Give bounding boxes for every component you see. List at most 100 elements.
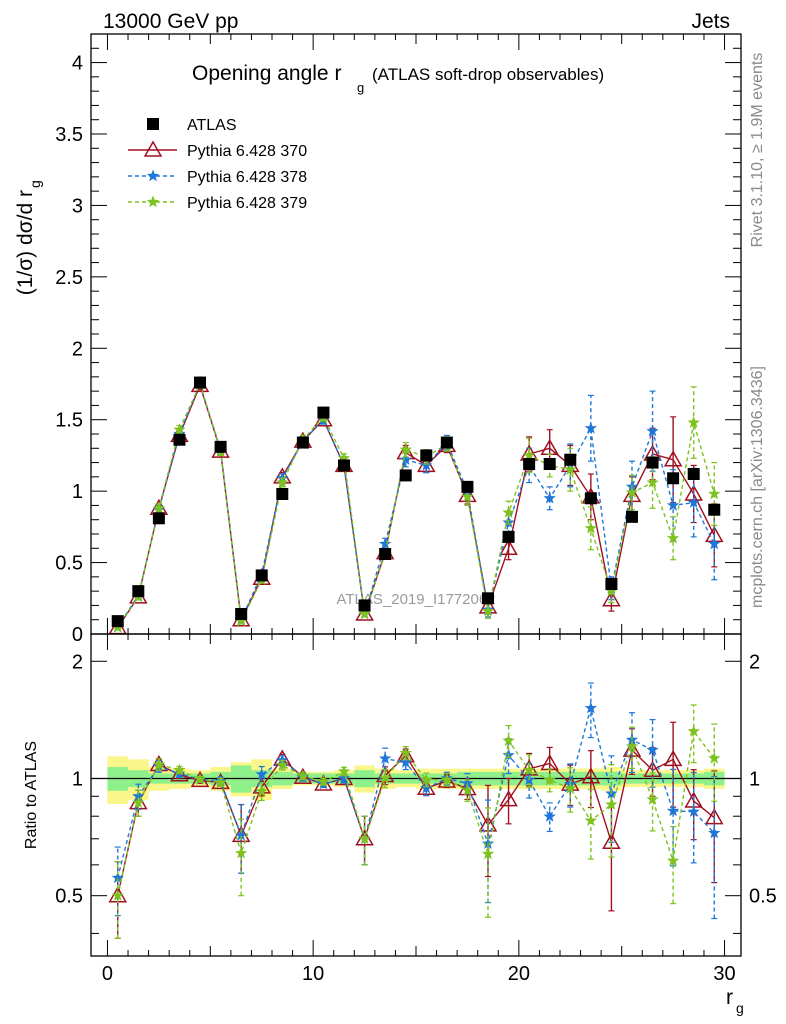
- ratio-point: [132, 789, 145, 802]
- chart-title-rest: (ATLAS soft-drop observables): [372, 65, 604, 84]
- data-point: [255, 569, 268, 582]
- ratio-point: [708, 751, 721, 764]
- ratio-point: [111, 889, 124, 901]
- x-axis-label-text: r: [726, 986, 733, 1009]
- data-point: [235, 608, 248, 620]
- data-point: [399, 469, 412, 482]
- data-point: [173, 433, 186, 446]
- ratio-uncertainty-bands: [91, 756, 741, 804]
- ratio-point: [481, 837, 495, 849]
- ratio-point: [111, 871, 124, 884]
- series-layer: [108, 375, 724, 635]
- ratio-series-pythia-6-428-370: [108, 721, 724, 939]
- ratio-point: [625, 740, 639, 752]
- series-line: [117, 382, 715, 628]
- ratio-point: [317, 775, 330, 787]
- ratio-point: [379, 772, 392, 784]
- ratio-point: [276, 758, 289, 771]
- ratio-point: [379, 752, 392, 764]
- data-point: [708, 487, 721, 500]
- ratio-point: [132, 796, 145, 808]
- ratio-point: [687, 805, 700, 817]
- ratio-point: [173, 763, 186, 776]
- ratio-series-pythia-6-428-378: [111, 682, 721, 920]
- data-point: [379, 537, 392, 550]
- svg-text:(1/σ) dσ/d r: (1/σ) dσ/d r: [14, 190, 37, 295]
- data-point: [523, 458, 536, 470]
- ratio-point: [666, 804, 680, 817]
- ratio-point: [214, 775, 227, 788]
- ratio-y-tick-label-right: 0.5: [749, 886, 777, 908]
- data-point: [440, 436, 453, 449]
- data-point: [399, 443, 412, 455]
- y-tick-label: 2.5: [55, 267, 83, 289]
- x-axis-label-sub: g: [736, 1000, 744, 1016]
- data-point: [584, 421, 597, 434]
- ratio-plot-frame: [90, 633, 742, 957]
- ratio-point: [337, 765, 351, 777]
- ratio-y-axis-label: Ratio to ATLAS: [23, 741, 40, 849]
- data-point: [666, 531, 680, 544]
- y-tick-label: 2: [72, 338, 83, 360]
- ratio-point: [584, 701, 597, 714]
- chart-title-sub: g: [357, 80, 364, 95]
- ratio-point: [152, 758, 166, 770]
- data-point: [399, 453, 412, 465]
- data-point: [461, 480, 474, 493]
- data-point: [584, 521, 597, 534]
- ratio-point: [255, 784, 268, 797]
- data-point: [646, 424, 659, 437]
- ratio-point: [543, 810, 556, 822]
- legend-label: Pythia 6.428 370: [187, 143, 307, 160]
- data-point: [543, 491, 556, 504]
- ratio-point: [235, 846, 248, 859]
- data-point: [481, 592, 494, 605]
- ratio-point: [170, 765, 189, 782]
- x-tick-label: 10: [302, 963, 324, 985]
- y-tick-label: 3.5: [55, 124, 83, 146]
- y-tick-label: 1.5: [55, 410, 83, 432]
- data-point: [132, 585, 145, 598]
- ratio-point: [255, 767, 268, 780]
- data-point: [605, 584, 618, 597]
- data-point: [646, 456, 659, 469]
- y-tick-label: 0.5: [55, 553, 83, 575]
- data-point: [687, 496, 700, 508]
- legend-label: Pythia 6.428 379: [187, 195, 307, 212]
- ratio-y-tick-label: 1: [72, 768, 83, 790]
- ratio-point: [420, 781, 433, 794]
- ratio-point: [481, 847, 495, 860]
- data-point: [523, 448, 536, 461]
- main-y-axis-label-text: (1/σ) dσ/d r: [14, 190, 37, 295]
- data-point: [461, 490, 474, 503]
- data-point: [708, 537, 721, 550]
- ratio-point: [420, 773, 433, 786]
- data-point: [235, 614, 248, 627]
- ratio-point: [663, 749, 683, 767]
- data-point: [502, 506, 515, 518]
- ratio-series-line: [117, 707, 715, 879]
- data-point: [502, 530, 515, 543]
- ratio-point: [399, 756, 412, 768]
- ratio-point: [687, 724, 700, 737]
- ratio-point: [461, 783, 474, 796]
- data-point: [667, 472, 680, 485]
- ratio-y-tick-label-right: 1: [749, 768, 760, 790]
- series-atlas: [111, 376, 721, 628]
- chart-title: Opening angle r g (ATLAS soft-drop obser…: [192, 62, 604, 95]
- ratio-point: [564, 782, 577, 794]
- data-point: [194, 376, 207, 389]
- ratio-point: [499, 790, 518, 807]
- ratio-point: [666, 854, 680, 866]
- data-point: [687, 416, 700, 428]
- mcplots-reference-label: mcplots.cern.ch [arXiv:1306.3436]: [749, 366, 766, 608]
- data-point: [338, 459, 351, 472]
- data-point: [646, 476, 659, 488]
- y-tick-label: 4: [72, 53, 83, 75]
- ratio-y-tick-label: 0.5: [55, 886, 83, 908]
- legend-marker: [143, 140, 163, 157]
- ratio-point: [502, 734, 515, 746]
- legend-item: Pythia 6.428 378: [128, 169, 307, 186]
- ratio-point: [235, 828, 248, 841]
